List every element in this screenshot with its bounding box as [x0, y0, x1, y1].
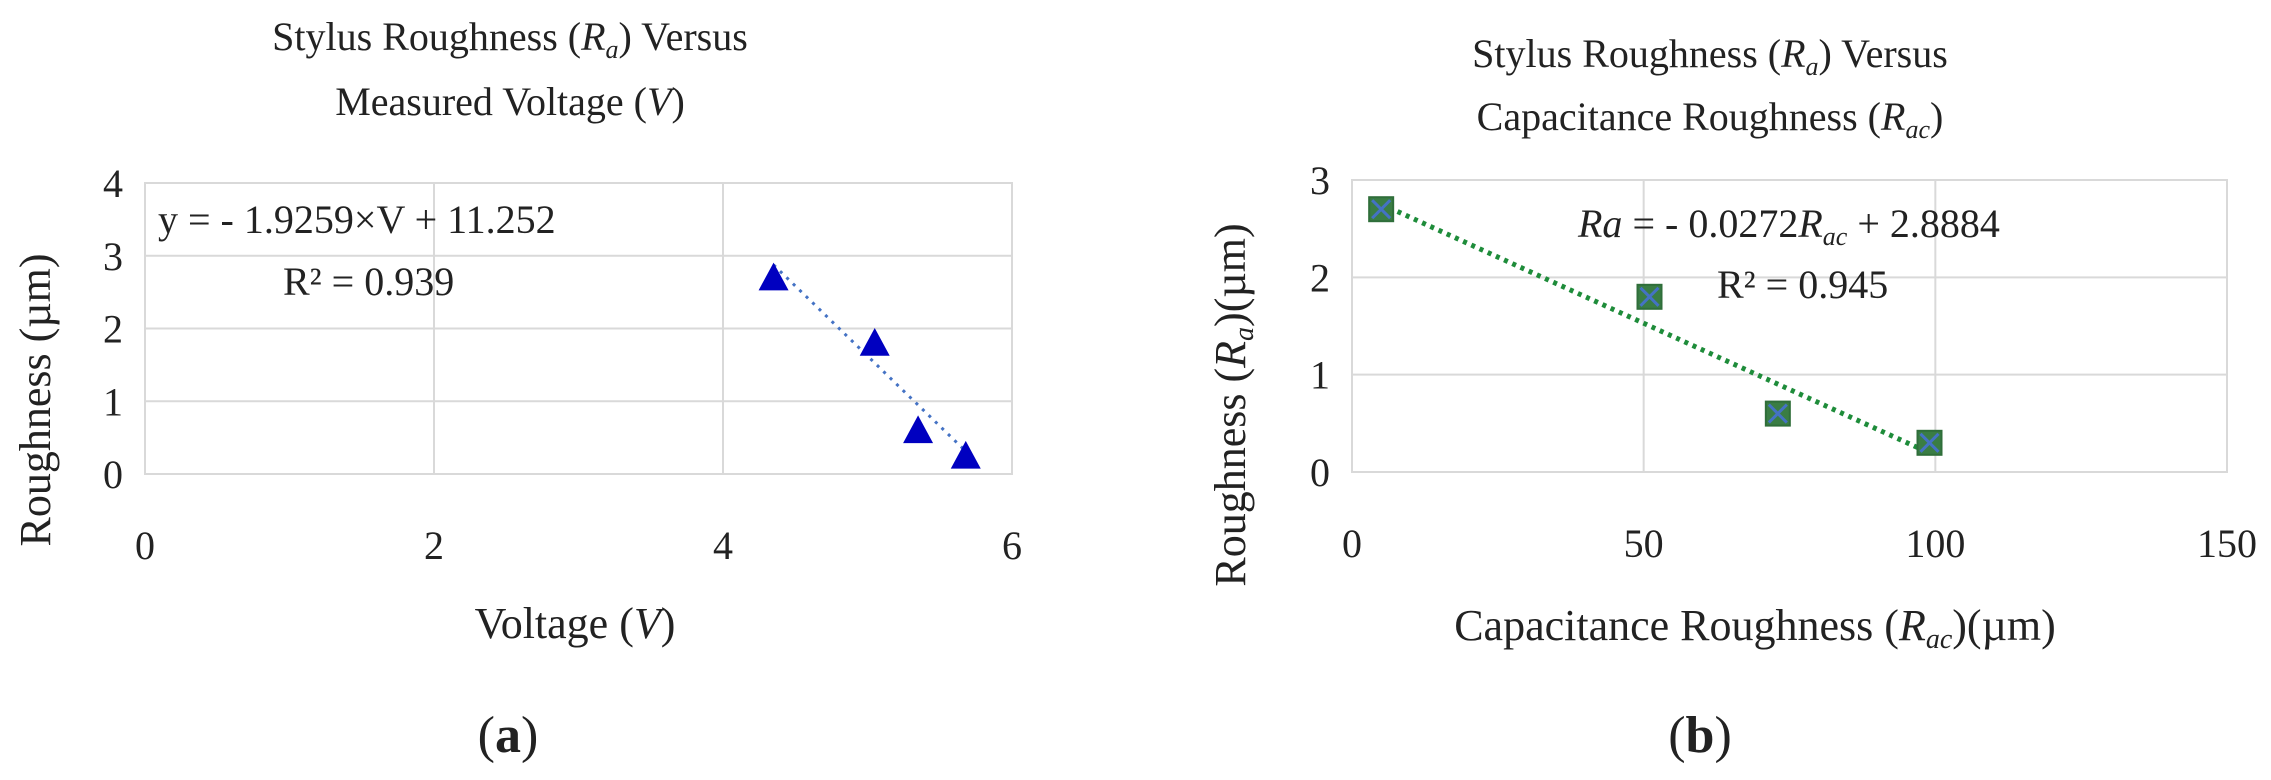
chart-a-data-point	[859, 328, 890, 356]
chart-b-y-tick-label: 3	[1310, 158, 1330, 203]
chart-b-x-tick-label: 150	[2197, 521, 2257, 566]
chart-a-data-point	[758, 262, 789, 291]
chart-b-y-tick-label: 0	[1310, 450, 1330, 495]
chart-a-data-point	[903, 415, 934, 444]
chart-a-y-tick-label: 1	[103, 379, 123, 424]
chart-b-title-line2: Capacitance Roughness (Rac)	[1477, 94, 1944, 144]
chart-a-y-axis-label: Roughness (µm)	[11, 253, 60, 546]
chart-a-title-line1: Stylus Roughness (Ra) Versus	[272, 14, 748, 64]
chart-b-x-ticks: 0 50 100 150	[1342, 521, 2257, 566]
chart-a-y-tick-label: 4	[103, 161, 123, 206]
chart-a-y-ticks: 0 1 2 3 4	[103, 161, 123, 497]
chart-a-points	[758, 262, 981, 469]
chart-a-x-tick-label: 4	[713, 523, 733, 568]
chart-b-r-squared: R² = 0.945	[1717, 262, 1888, 307]
chart-b-y-ticks: 0 1 2 3	[1310, 158, 1330, 495]
chart-a-y-tick-label: 3	[103, 234, 123, 279]
chart-b-trendline	[1380, 201, 1931, 456]
chart-b-points	[1368, 196, 1943, 456]
chart-a-data-point	[950, 440, 981, 469]
chart-b: Stylus Roughness (Ra) Versus Capacitance…	[1206, 31, 2257, 764]
chart-a-x-tick-label: 0	[135, 523, 155, 568]
chart-a-y-tick-label: 2	[103, 307, 123, 352]
chart-a-x-ticks: 0 2 4 6	[135, 523, 1022, 568]
chart-a-x-tick-label: 2	[424, 523, 444, 568]
chart-a: Stylus Roughness (Ra) Versus Measured Vo…	[11, 14, 1022, 764]
chart-b-data-point	[1764, 400, 1791, 427]
chart-b-x-tick-label: 0	[1342, 521, 1362, 566]
chart-a-r-squared: R² = 0.939	[283, 259, 454, 304]
chart-b-data-point	[1636, 283, 1663, 310]
chart-b-x-tick-label: 100	[1905, 521, 1965, 566]
chart-b-y-tick-label: 1	[1310, 353, 1330, 398]
chart-a-trendline	[772, 263, 967, 453]
chart-a-plot-frame	[144, 182, 1013, 475]
chart-a-x-tick-label: 6	[1002, 523, 1022, 568]
chart-b-title-line1: Stylus Roughness (Ra) Versus	[1472, 31, 1948, 81]
chart-b-x-tick-label: 50	[1624, 521, 1664, 566]
chart-a-equation: y = - 1.9259×V + 11.252	[158, 197, 556, 242]
chart-a-title-line2: Measured Voltage (V)	[335, 79, 685, 124]
chart-b-y-axis-label: Roughness (Ra)(µm)	[1206, 223, 1260, 586]
chart-b-panel-label: (b)	[1668, 707, 1732, 764]
chart-b-data-point	[1916, 429, 1943, 456]
chart-a-y-tick-label: 0	[103, 452, 123, 497]
chart-b-equation: Ra = - 0.0272Rac + 2.8884	[1577, 201, 2000, 251]
chart-a-x-axis-label: Voltage (V)	[475, 599, 676, 648]
chart-b-plot-frame	[1351, 179, 2228, 473]
chart-b-y-tick-label: 2	[1310, 255, 1330, 300]
chart-b-x-axis-label: Capacitance Roughness (Rac)(µm)	[1454, 601, 2056, 655]
chart-a-panel-label: (a)	[478, 707, 539, 764]
chart-b-data-point	[1368, 196, 1395, 223]
